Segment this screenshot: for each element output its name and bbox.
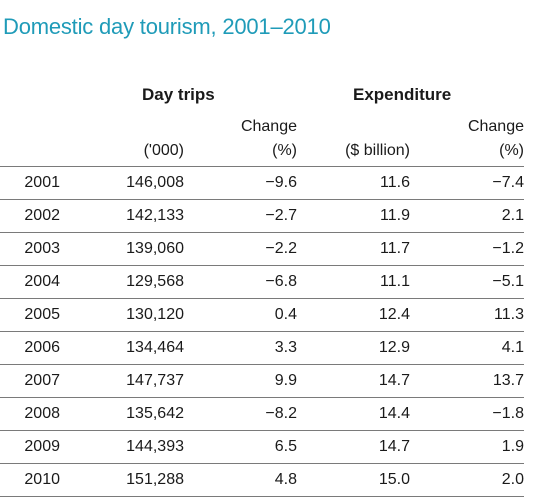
day-trips-header: Day trips [142, 85, 215, 104]
trips-cell: 151,288 [60, 463, 184, 497]
exp-change-cell: 2.0 [410, 463, 524, 497]
trips-cell: 147,737 [60, 364, 184, 398]
expenditure-unit-header: ($ billion) [345, 142, 410, 159]
expenditure-cell: 11.1 [297, 265, 410, 299]
expenditure-cell: 12.9 [297, 331, 410, 365]
year-cell: 2009 [0, 430, 60, 464]
trips-change-cell: −2.7 [184, 199, 297, 233]
trips-change-header-line2: (%) [272, 142, 297, 159]
trips-change-cell: −9.6 [184, 166, 297, 200]
table-row: 2007 147,737 9.9 14.7 13.7 [0, 364, 524, 398]
table-row: 2001 146,008 −9.6 11.6 −7.4 [0, 166, 524, 200]
table-row: 2003 139,060 −2.2 11.7 −1.2 [0, 232, 524, 266]
table-row: 2006 134,464 3.3 12.9 4.1 [0, 331, 524, 365]
trips-cell: 134,464 [60, 331, 184, 365]
exp-change-header-line2: (%) [499, 142, 524, 159]
trips-cell: 129,568 [60, 265, 184, 299]
table-row: 2008 135,642 −8.2 14.4 −1.8 [0, 397, 524, 431]
expenditure-cell: 11.7 [297, 232, 410, 266]
table-row: 2002 142,133 −2.7 11.9 2.1 [0, 199, 524, 233]
year-cell: 2010 [0, 463, 60, 497]
trips-cell: 146,008 [60, 166, 184, 200]
trips-change-cell: 4.8 [184, 463, 297, 497]
year-cell: 2003 [0, 232, 60, 266]
trips-change-cell: −8.2 [184, 397, 297, 431]
expenditure-cell: 14.4 [297, 397, 410, 431]
exp-change-cell: 2.1 [410, 199, 524, 233]
trips-change-cell: −2.2 [184, 232, 297, 266]
tourism-table: 2001 146,008 −9.6 11.6 −7.4 2002 142,133… [0, 166, 524, 497]
year-cell: 2002 [0, 199, 60, 233]
trips-cell: 139,060 [60, 232, 184, 266]
expenditure-cell: 14.7 [297, 364, 410, 398]
table-title: Domestic day tourism, 2001–2010 [3, 14, 331, 39]
year-cell: 2006 [0, 331, 60, 365]
trips-change-cell: 6.5 [184, 430, 297, 464]
year-cell: 2008 [0, 397, 60, 431]
exp-change-cell: 4.1 [410, 331, 524, 365]
trips-cell: 135,642 [60, 397, 184, 431]
expenditure-cell: 12.4 [297, 298, 410, 332]
year-cell: 2005 [0, 298, 60, 332]
trips-change-cell: −6.8 [184, 265, 297, 299]
expenditure-header: Expenditure [353, 85, 452, 104]
exp-change-cell: 11.3 [410, 298, 524, 332]
exp-change-cell: −5.1 [410, 265, 524, 299]
trips-change-cell: 3.3 [184, 331, 297, 365]
exp-change-cell: 1.9 [410, 430, 524, 464]
table-row: 2004 129,568 −6.8 11.1 −5.1 [0, 265, 524, 299]
exp-change-cell: 13.7 [410, 364, 524, 398]
trips-cell: 130,120 [60, 298, 184, 332]
year-cell: 2004 [0, 265, 60, 299]
trips-change-cell: 0.4 [184, 298, 297, 332]
expenditure-cell: 11.9 [297, 199, 410, 233]
trips-unit-header: ('000) [143, 142, 184, 159]
trips-change-header-line1: Change [240, 118, 297, 135]
table-row: 2009 144,393 6.5 14.7 1.9 [0, 430, 524, 464]
table-row: 2010 151,288 4.8 15.0 2.0 [0, 463, 524, 497]
exp-change-cell: −1.2 [410, 232, 524, 266]
expenditure-cell: 15.0 [297, 463, 410, 497]
trips-cell: 144,393 [60, 430, 184, 464]
year-cell: 2007 [0, 364, 60, 398]
trips-cell: 142,133 [60, 199, 184, 233]
expenditure-cell: 11.6 [297, 166, 410, 200]
exp-change-cell: −7.4 [410, 166, 524, 200]
exp-change-header-line1: Change [467, 118, 524, 135]
year-cell: 2001 [0, 166, 60, 200]
expenditure-cell: 14.7 [297, 430, 410, 464]
exp-change-cell: −1.8 [410, 397, 524, 431]
table-row: 2005 130,120 0.4 12.4 11.3 [0, 298, 524, 332]
trips-change-cell: 9.9 [184, 364, 297, 398]
